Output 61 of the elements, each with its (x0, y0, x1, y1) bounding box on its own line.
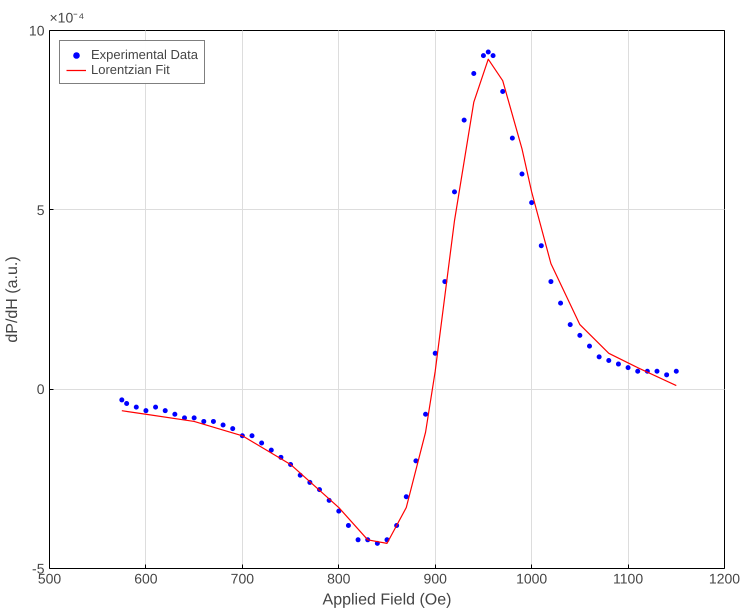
text: ×10⁻⁴ (50, 10, 84, 26)
x-tick-label: 1100 (613, 570, 644, 586)
point (162, 408, 168, 414)
y-tick-label: 10 (28, 22, 45, 38)
point (486, 50, 491, 55)
x-tick-label: 900 (424, 570, 448, 586)
point (172, 412, 178, 417)
x-tick-label: 700 (230, 570, 254, 586)
point (220, 422, 226, 428)
point (336, 508, 342, 514)
point (520, 171, 524, 176)
point (462, 118, 467, 123)
point (134, 404, 139, 410)
point (452, 189, 457, 194)
point (153, 404, 158, 410)
point (529, 200, 534, 206)
point (538, 243, 544, 248)
point (119, 397, 124, 402)
point (259, 440, 264, 446)
point (471, 71, 476, 76)
y-tick-label: 5 (36, 202, 45, 218)
point (346, 522, 351, 528)
point (626, 365, 631, 370)
point (490, 53, 496, 58)
point (250, 433, 254, 438)
point (192, 415, 197, 420)
y-axis-title: dP/dH (a.u.) (4, 256, 21, 343)
point (510, 136, 515, 141)
point (480, 53, 486, 58)
point (124, 401, 130, 406)
point (413, 458, 418, 464)
x-tick-label: 1200 (708, 570, 740, 586)
point (577, 332, 582, 338)
point (182, 415, 187, 420)
point (404, 494, 409, 500)
x-tick-label: 600 (134, 570, 158, 586)
legend-label: Lorentzian Fit (91, 62, 170, 77)
point (268, 448, 274, 453)
y-tick-label: 0 (36, 381, 45, 398)
legend-label: Experimental Data (91, 47, 198, 62)
point (664, 372, 670, 378)
point (587, 344, 592, 349)
x-axis-title: Applied Field (Oe) (322, 592, 452, 608)
point (423, 412, 428, 417)
point (500, 88, 506, 94)
x-tick-label: 800 (327, 570, 351, 586)
point (674, 368, 679, 374)
point (548, 279, 554, 284)
point (654, 368, 660, 374)
point (143, 408, 148, 414)
point (558, 300, 564, 306)
point (201, 418, 206, 424)
point (616, 362, 621, 367)
point (606, 358, 612, 363)
point (596, 354, 602, 360)
x-tick-label: 1000 (516, 570, 548, 586)
point (356, 537, 361, 542)
point (635, 368, 640, 374)
point (568, 322, 573, 328)
point (210, 418, 216, 424)
point (230, 426, 236, 432)
